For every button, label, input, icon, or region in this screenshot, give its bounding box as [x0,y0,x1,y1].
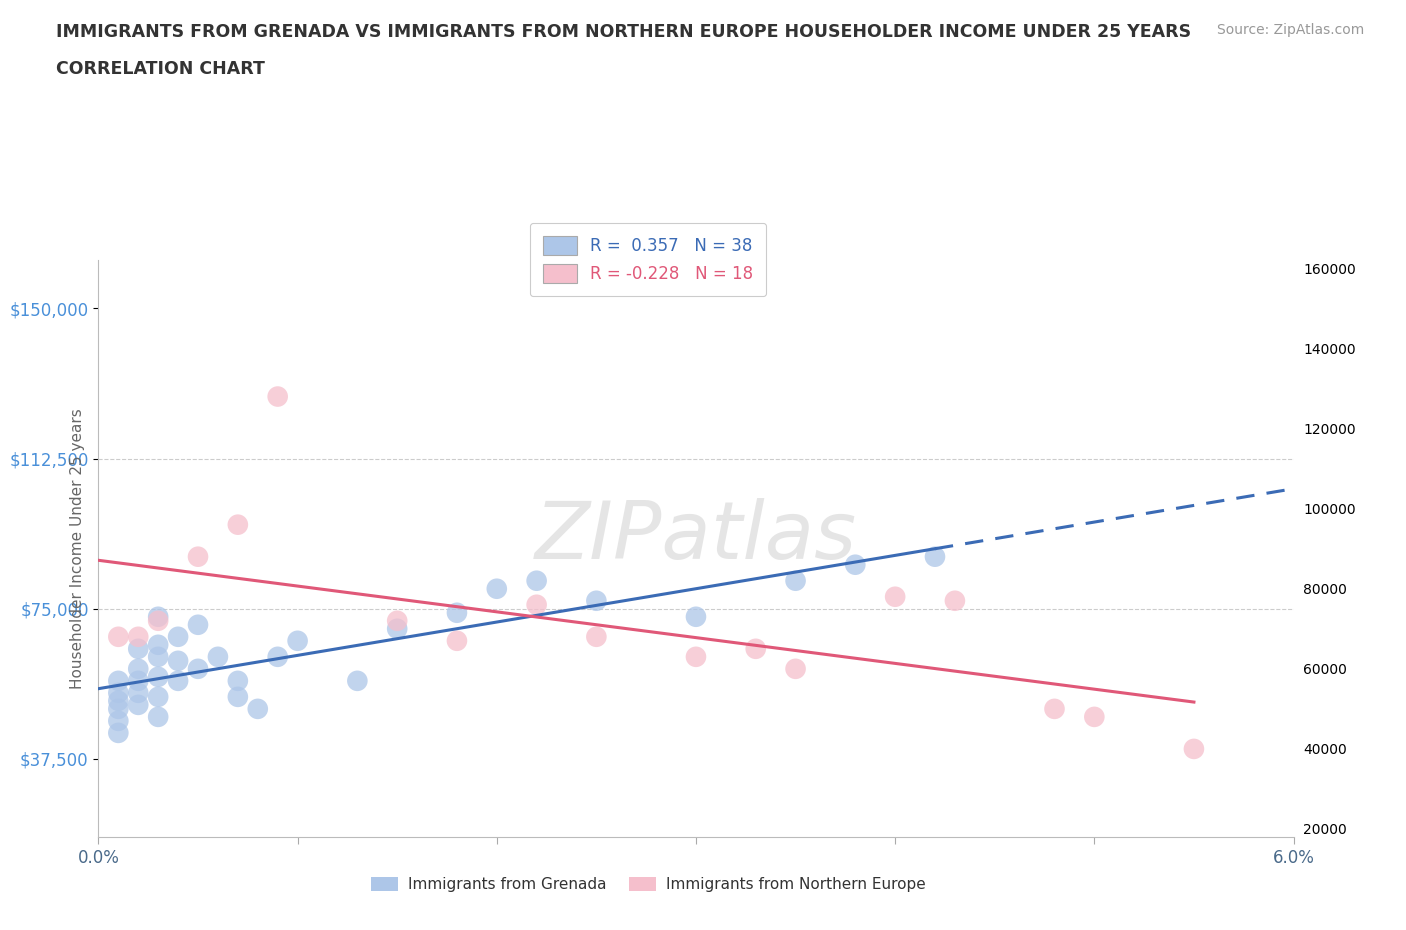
Point [226,673,249,688]
Point [127,698,149,712]
Point [1083,710,1105,724]
Point [884,590,907,604]
Point [148,614,170,629]
Point [585,630,607,644]
Point [745,642,768,657]
Point [924,550,946,565]
Point [107,713,129,728]
Point [107,701,129,716]
Point [585,593,607,608]
Point [685,609,707,624]
Point [943,593,966,608]
Point [107,694,129,709]
Point [246,701,269,716]
Point [385,621,409,636]
Point [127,661,149,676]
Point [148,637,170,652]
Point [526,573,548,588]
Point [844,557,866,572]
Text: IMMIGRANTS FROM GRENADA VS IMMIGRANTS FROM NORTHERN EUROPE HOUSEHOLDER INCOME UN: IMMIGRANTS FROM GRENADA VS IMMIGRANTS FR… [56,23,1191,41]
Point [148,689,170,704]
Point [207,649,229,664]
Point [148,649,170,664]
Point [107,630,129,644]
Point [267,649,290,664]
Point [127,642,149,657]
Point [267,389,290,404]
Point [187,550,209,565]
Text: CORRELATION CHART: CORRELATION CHART [56,60,266,78]
Point [287,633,309,648]
Point [148,670,170,684]
Point [1182,741,1205,756]
Point [127,630,149,644]
Point [187,661,209,676]
Point [167,630,190,644]
Point [187,618,209,632]
Point [107,673,129,688]
Point [226,689,249,704]
Point [785,573,807,588]
Point [226,517,249,532]
Point [685,649,707,664]
Point [1043,701,1066,716]
Point [785,661,807,676]
Point [485,581,508,596]
Point [107,685,129,700]
Text: ZIPatlas: ZIPatlas [534,498,858,577]
Point [148,609,170,624]
Point [127,673,149,688]
Legend: Immigrants from Grenada, Immigrants from Northern Europe: Immigrants from Grenada, Immigrants from… [364,871,932,898]
Point [385,614,409,629]
Text: Source: ZipAtlas.com: Source: ZipAtlas.com [1216,23,1364,37]
Point [526,597,548,612]
Point [346,673,368,688]
Point [107,725,129,740]
Point [167,654,190,669]
Point [446,633,468,648]
Point [127,685,149,700]
Y-axis label: Householder Income Under 25 years: Householder Income Under 25 years [69,408,84,689]
Point [167,673,190,688]
Point [148,710,170,724]
Point [446,605,468,620]
